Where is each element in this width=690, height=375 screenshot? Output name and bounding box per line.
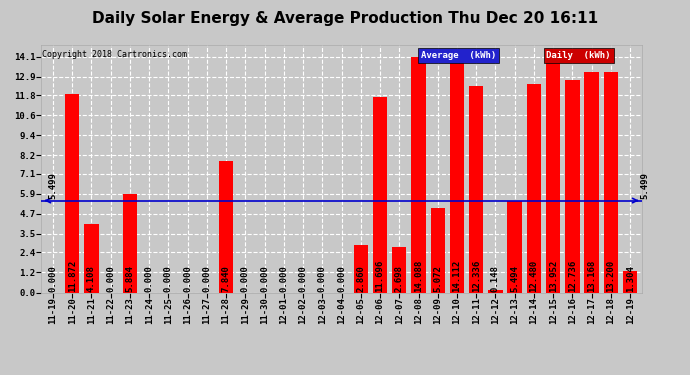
Text: 2.698: 2.698 <box>395 265 404 292</box>
Text: 12.336: 12.336 <box>472 260 481 292</box>
Bar <box>489 290 503 292</box>
Text: 0.000: 0.000 <box>145 265 154 292</box>
Text: 0.000: 0.000 <box>260 265 269 292</box>
Bar <box>508 201 522 292</box>
Text: 0.000: 0.000 <box>106 265 115 292</box>
Text: 0.000: 0.000 <box>164 265 173 292</box>
Bar <box>65 94 79 292</box>
Bar <box>123 194 137 292</box>
Text: 4.108: 4.108 <box>87 265 96 292</box>
Text: 5.884: 5.884 <box>126 265 135 292</box>
Text: 0.000: 0.000 <box>183 265 192 292</box>
Text: 5.499: 5.499 <box>641 172 650 199</box>
Text: 13.200: 13.200 <box>607 260 615 292</box>
Text: Daily  (kWh): Daily (kWh) <box>546 51 611 60</box>
Bar <box>431 208 445 292</box>
Bar <box>604 72 618 292</box>
Text: 13.168: 13.168 <box>587 260 596 292</box>
Text: 5.072: 5.072 <box>433 265 442 292</box>
Text: 13.952: 13.952 <box>549 260 558 292</box>
Bar <box>565 80 580 292</box>
Text: 0.000: 0.000 <box>337 265 346 292</box>
Text: 0.148: 0.148 <box>491 265 500 292</box>
Text: 11.696: 11.696 <box>375 260 384 292</box>
Text: Copyright 2018 Cartronics.com: Copyright 2018 Cartronics.com <box>42 50 188 59</box>
Text: Average  (kWh): Average (kWh) <box>421 51 496 60</box>
Text: 0.000: 0.000 <box>202 265 211 292</box>
Bar <box>469 86 484 292</box>
Text: 1.304: 1.304 <box>626 265 635 292</box>
Bar <box>584 72 599 292</box>
Text: 0.000: 0.000 <box>318 265 327 292</box>
Bar <box>353 244 368 292</box>
Text: 5.494: 5.494 <box>510 265 519 292</box>
Bar <box>411 57 426 292</box>
Bar <box>84 224 99 292</box>
Text: 11.872: 11.872 <box>68 260 77 292</box>
Bar <box>373 97 387 292</box>
Text: 0.000: 0.000 <box>48 265 57 292</box>
Text: 12.480: 12.480 <box>529 260 538 292</box>
Text: 0.000: 0.000 <box>241 265 250 292</box>
Bar <box>623 271 638 292</box>
Text: 2.860: 2.860 <box>356 265 365 292</box>
Text: 12.736: 12.736 <box>568 260 577 292</box>
Bar <box>219 161 233 292</box>
Bar <box>392 248 406 292</box>
Text: 7.840: 7.840 <box>221 265 230 292</box>
Text: Daily Solar Energy & Average Production Thu Dec 20 16:11: Daily Solar Energy & Average Production … <box>92 11 598 26</box>
Text: 14.088: 14.088 <box>414 260 423 292</box>
Bar <box>546 59 560 292</box>
Text: 0.000: 0.000 <box>279 265 288 292</box>
Text: 14.112: 14.112 <box>453 260 462 292</box>
Bar <box>526 84 541 292</box>
Text: 5.499: 5.499 <box>48 172 57 199</box>
Bar <box>450 57 464 292</box>
Text: 0.000: 0.000 <box>299 265 308 292</box>
